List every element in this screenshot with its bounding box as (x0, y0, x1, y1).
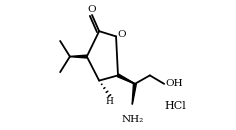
Text: OH: OH (165, 79, 183, 88)
Polygon shape (117, 74, 135, 84)
Text: HCl: HCl (164, 101, 186, 111)
Text: O: O (87, 5, 96, 14)
Polygon shape (132, 84, 136, 104)
Text: H: H (106, 97, 114, 106)
Polygon shape (70, 55, 87, 58)
Text: NH₂: NH₂ (121, 115, 143, 124)
Text: O: O (117, 30, 126, 39)
